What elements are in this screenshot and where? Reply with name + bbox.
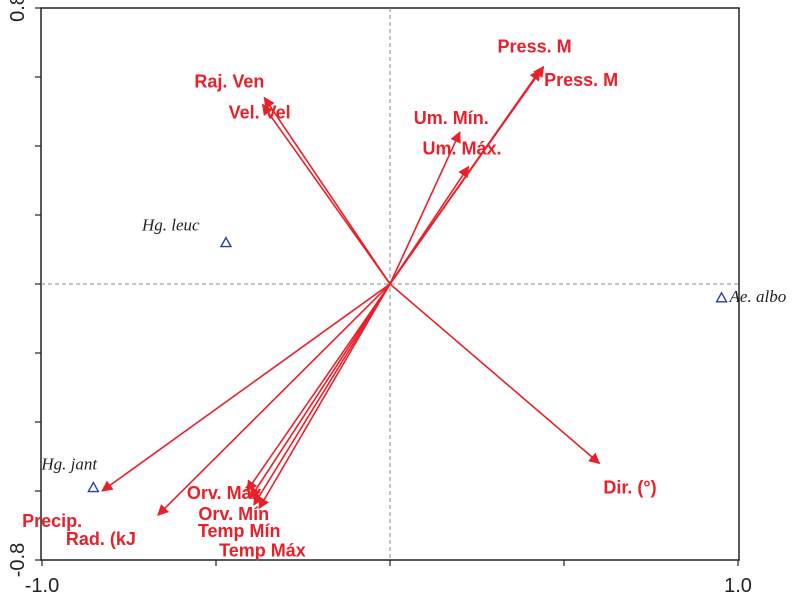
vector-label: Press. M xyxy=(498,37,572,57)
y-tick-label: 0.8 xyxy=(7,0,29,22)
vector-arrow xyxy=(389,283,601,465)
x-tick-label: -1.0 xyxy=(25,575,59,597)
vector-label: Precip. xyxy=(22,511,82,531)
species-layer xyxy=(87,236,728,493)
vector-label: Orv. Mín xyxy=(198,504,269,524)
x-tick-label: 1.0 xyxy=(724,575,752,597)
y-tick-label: -0.8 xyxy=(7,543,29,577)
vector-arrow xyxy=(261,103,391,285)
vector-arrow xyxy=(389,165,470,285)
vector-arrow xyxy=(246,283,391,492)
vector-arrow xyxy=(101,283,391,492)
vector-label: Temp Máx xyxy=(219,540,306,560)
vector-arrow xyxy=(263,96,391,285)
species-label: Hg. leuc xyxy=(141,216,200,235)
species-triangle-marker xyxy=(715,291,728,303)
vector-label: Orv. Máx xyxy=(187,483,262,503)
species-label: Hg. jant xyxy=(40,455,98,474)
vector-label: Dir. (°) xyxy=(603,477,656,497)
vector-label: Rad. (kJ xyxy=(66,529,136,549)
species-triangle-marker xyxy=(219,236,233,248)
vector-label: Press. M xyxy=(544,70,618,90)
vector-label: Temp Mín xyxy=(198,521,281,541)
vector-arrow xyxy=(389,69,541,285)
vector-label: Um. Máx. xyxy=(423,139,502,159)
species-triangle-marker xyxy=(87,481,100,493)
vector-arrow xyxy=(389,131,461,285)
vector-arrow xyxy=(253,283,391,506)
species-label: Ae. albo xyxy=(729,287,787,306)
vector-arrow xyxy=(157,283,391,516)
vector-label: Raj. Ven xyxy=(194,72,264,92)
vector-label: Um. Mín. xyxy=(414,108,489,128)
labels-layer: -1.0 1.0 0.8 -0.8 Raj. Ven Vel. Vel Press. M Pr… xyxy=(7,0,786,597)
arrows-layer xyxy=(101,65,601,516)
vector-label: Vel. Vel xyxy=(229,103,291,123)
vector-arrow xyxy=(249,283,391,499)
vector-arrow xyxy=(258,283,391,510)
